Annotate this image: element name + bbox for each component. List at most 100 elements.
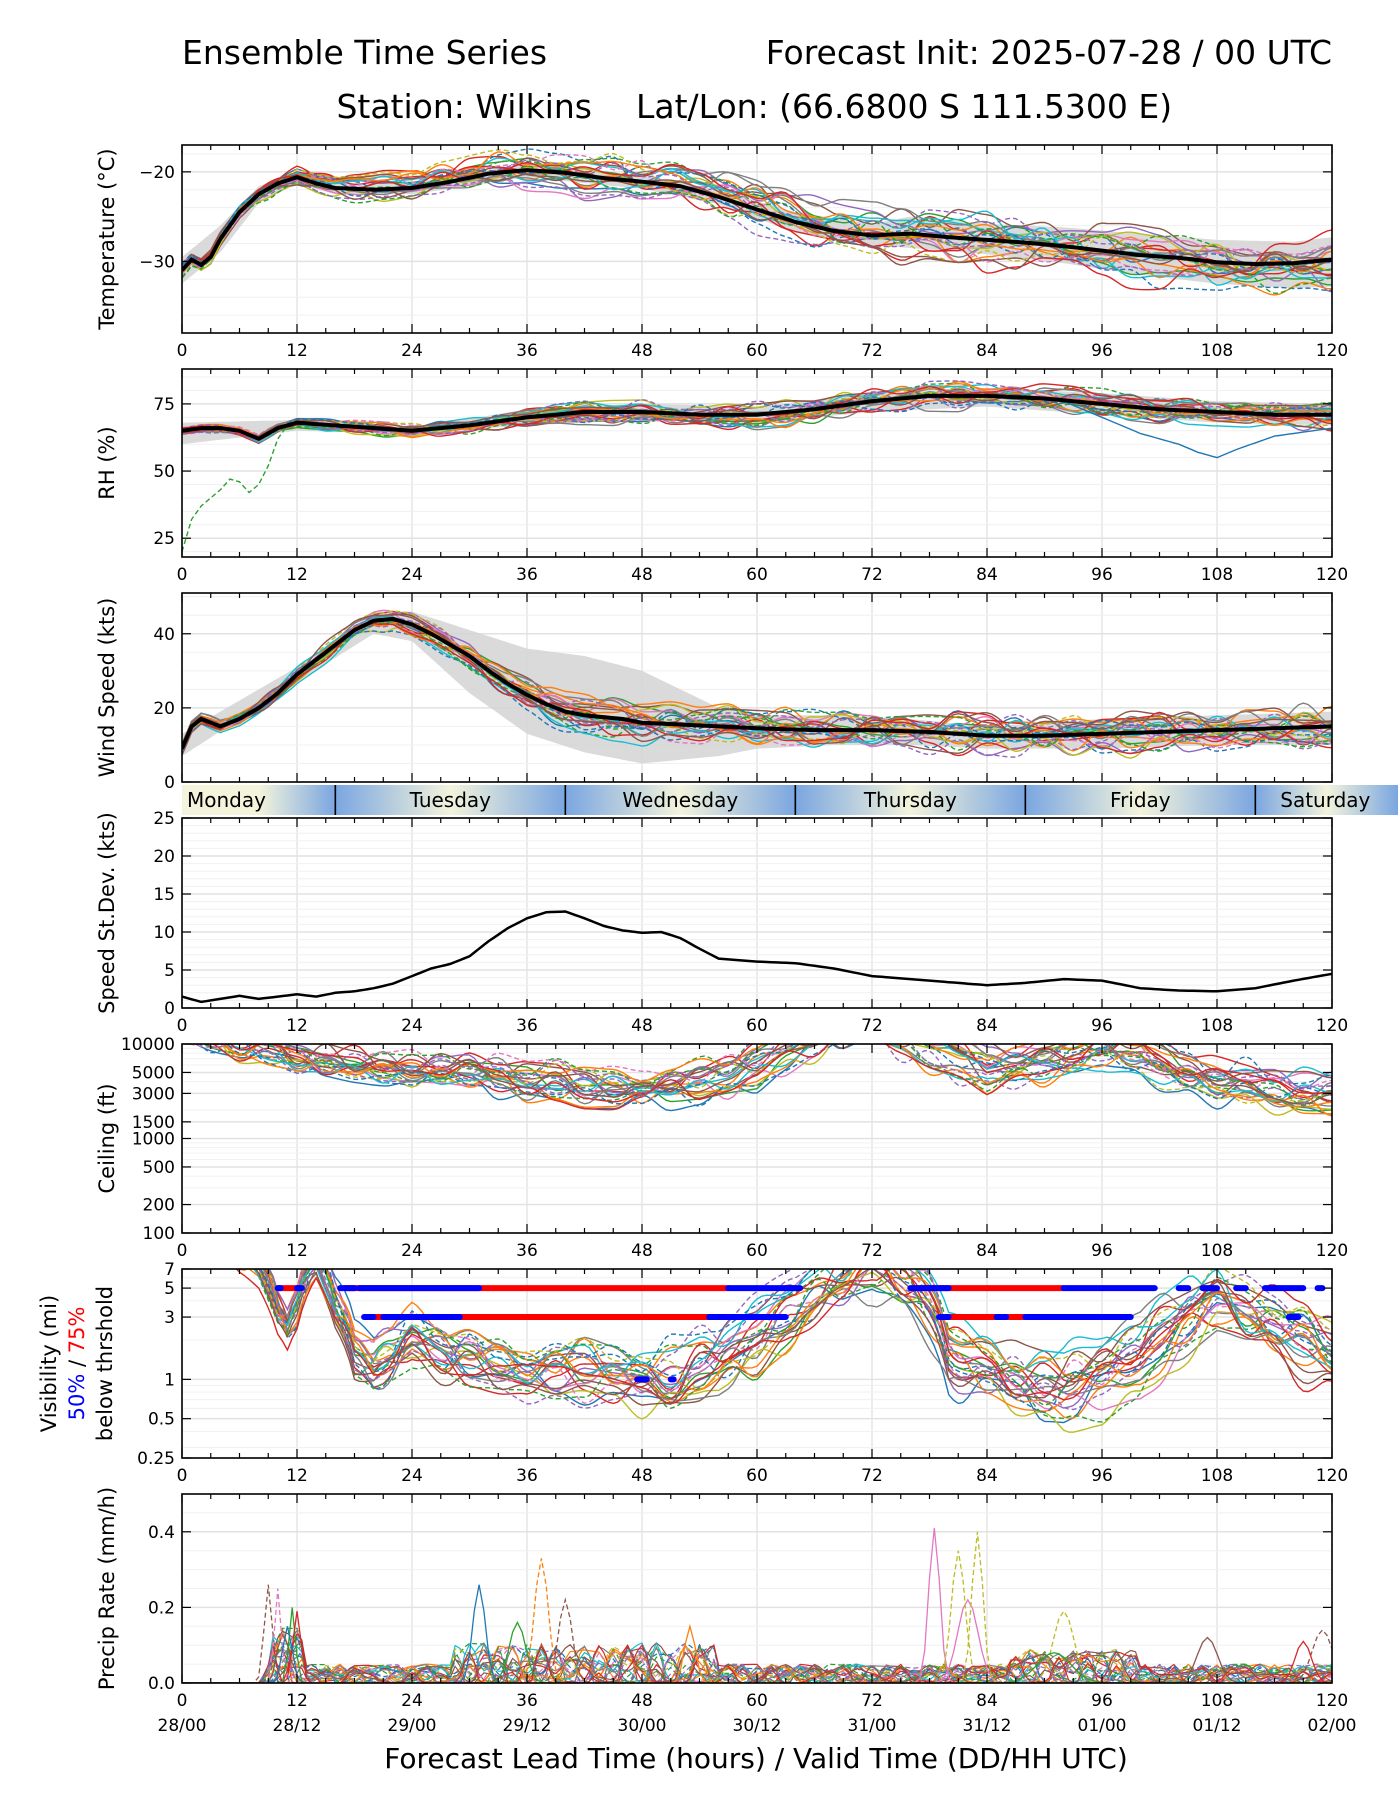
valid-time-label: 31/12 [963, 1716, 1012, 1736]
x-tick-label: 12 [286, 1016, 308, 1036]
y-ticks-temperature: −30 −20 [139, 163, 1332, 272]
member-line [182, 149, 1332, 274]
member-line [239, 1269, 1332, 1406]
x-tick-label: 120 [1316, 1466, 1348, 1486]
x-ticks-ceiling: 0 12 24 36 48 60 72 84 96 108 120 [177, 1044, 1348, 1261]
grid-speed_sd [181, 817, 1333, 1009]
valid-time-label: 28/12 [273, 1716, 322, 1736]
y-tick-label: 3 [164, 1308, 175, 1328]
x-ticks-precip: 0 12 24 36 48 60 72 84 96 108 120 28/00 28/12 29/00 29… [158, 1494, 1357, 1736]
member-line [235, 1269, 1332, 1405]
x-tick-label: 12 [286, 341, 308, 361]
member-line [212, 1044, 1332, 1100]
latlon-label: Lat/Lon: (66.6800 S 111.5300 E) [636, 87, 1172, 126]
member-line [182, 171, 1332, 273]
member-line [182, 171, 1332, 268]
y-tick-label: 0.4 [148, 1523, 175, 1543]
panel-visibility: 0 12 24 36 48 60 72 84 96 108 120 0.25 0.5 1 3 57 Visibi… [37, 1260, 1348, 1486]
day-label: Thursday [863, 788, 957, 812]
y-tick-label: 5 [164, 1279, 175, 1299]
x-axis-footer: Forecast Lead Time (hours) / Valid Time … [384, 1742, 1128, 1775]
x-tick-label: 84 [976, 1466, 998, 1486]
x-tick-label: 108 [1201, 1016, 1233, 1036]
x-tick-label: 84 [976, 565, 998, 585]
x-ticks-temperature: 0 12 24 36 48 60 72 84 96 108 120 [177, 145, 1348, 361]
plot-wind [182, 609, 1332, 764]
x-tick-label: 108 [1201, 1241, 1233, 1261]
x-tick-label: 48 [631, 341, 653, 361]
x-tick-label: 84 [976, 1016, 998, 1036]
ensemble-mean-line [182, 910, 1332, 1004]
y-axis-label: Wind Speed (kts) [95, 598, 119, 778]
y-tick-label: 3000 [132, 1084, 175, 1104]
member-line [182, 620, 1332, 752]
grid-precip [181, 1493, 1333, 1684]
member-line [182, 616, 1332, 750]
member-line [182, 613, 1332, 745]
day-band: Monday Tuesday Wednesday Thursday Friday Satu… [182, 785, 1398, 815]
precip-peak [1269, 1629, 1332, 1683]
x-tick-label: 36 [516, 1691, 538, 1711]
y-tick-label: 25 [153, 809, 175, 829]
member-line [182, 157, 1332, 278]
y-tick-label: 40 [153, 625, 175, 645]
x-tick-label: 0 [177, 1466, 188, 1486]
member-line [182, 1632, 1332, 1683]
y-tick-label: −20 [139, 163, 175, 183]
member-line [226, 1044, 1332, 1108]
y-axis-label: Visibility (mi) [37, 1295, 61, 1432]
x-tick-label: 36 [516, 565, 538, 585]
y-tick-label: 100 [143, 1224, 175, 1244]
x-axis-title: Forecast Lead Time (hours) / Valid Time … [384, 1742, 1128, 1775]
x-tick-label: 0 [177, 1691, 188, 1711]
plot-rh [182, 380, 1332, 552]
x-tick-label: 48 [631, 1466, 653, 1486]
y-tick-label: 0 [164, 999, 175, 1019]
x-tick-label: 12 [286, 1241, 308, 1261]
station-label: Station: Wilkins [336, 87, 592, 126]
member-line [182, 169, 1332, 293]
member-line [182, 153, 1332, 275]
y-tick-label: 0.25 [137, 1449, 175, 1469]
x-tick-label: 96 [1091, 1241, 1113, 1261]
y-tick-label: 25 [153, 529, 175, 549]
x-tick-label: 72 [861, 1241, 883, 1261]
ensemble-mean-line [182, 393, 1332, 442]
y-axis-label: Temperature (°C) [95, 148, 119, 330]
y-ticks-rh: 25 50 75 [153, 395, 1332, 549]
panels: 0 12 24 36 48 60 72 84 96 108 120−30−20Temperature… [37, 144, 1357, 1736]
title-left: Ensemble Time Series [182, 33, 547, 72]
y-tick-label: 0.2 [148, 1598, 175, 1618]
member-line [272, 1044, 1332, 1096]
day-segment [1025, 785, 1256, 815]
valid-time-label: 01/12 [1193, 1716, 1242, 1736]
member-line [229, 1044, 1332, 1103]
day-label: Monday [187, 788, 266, 812]
precip-peak [924, 1550, 992, 1683]
x-tick-label: 84 [976, 1691, 998, 1711]
x-tick-label: 0 [177, 341, 188, 361]
member-line [204, 1044, 1332, 1104]
member-line [255, 1269, 1332, 1404]
valid-time-label: 28/00 [158, 1716, 207, 1736]
y-tick-label: 20 [153, 699, 175, 719]
y-tick-label: 10 [153, 923, 175, 943]
member-line [182, 1642, 1332, 1683]
x-tick-label: 24 [401, 1241, 423, 1261]
member-line [182, 392, 1332, 441]
precip-peak [263, 1588, 293, 1683]
member-line [182, 1643, 1332, 1683]
day-label: Wednesday [622, 788, 738, 812]
ensemble-mean-line [182, 616, 1332, 750]
member-line [182, 1643, 1332, 1683]
member-line [265, 1269, 1332, 1414]
x-tick-label: 120 [1316, 1691, 1348, 1711]
member-line [252, 1269, 1332, 1389]
y-ticks-wind: 0 20 40 [153, 625, 1332, 793]
panel-speed_sd: 0 12 24 36 48 60 72 84 96 108 120 0 5 10 15 20 25 Speed S… [95, 809, 1348, 1036]
x-tick-label: 60 [746, 1466, 768, 1486]
y-tick-label: 1 [164, 1370, 175, 1390]
member-outlier [1063, 400, 1332, 459]
